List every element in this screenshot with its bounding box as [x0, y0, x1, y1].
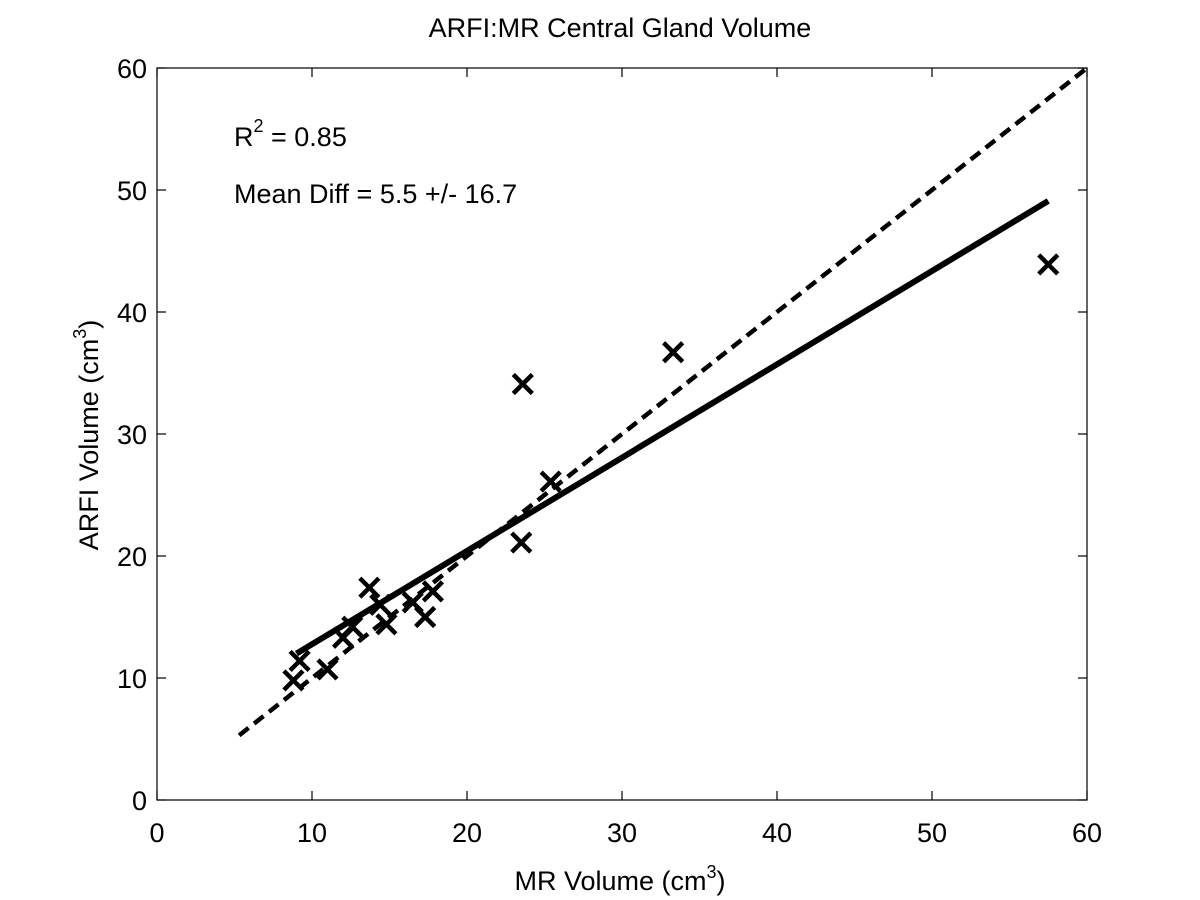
data-point-stroke — [401, 591, 424, 614]
r-squared-annotation: R2 = 0.85 — [234, 116, 347, 152]
y-tick-label: 50 — [117, 176, 147, 206]
x-axis-label-main: MR Volume (cm — [514, 866, 706, 896]
data-point-stroke — [358, 576, 381, 599]
x-tick-label: 10 — [297, 818, 327, 848]
data-point — [369, 593, 392, 616]
data-point-stroke — [316, 658, 339, 681]
r-squared-main: R — [234, 122, 254, 152]
data-point — [1037, 253, 1060, 276]
data-point-stroke — [511, 372, 534, 396]
data-point-stroke — [662, 341, 685, 364]
regression-line — [294, 198, 1050, 657]
data-point — [421, 580, 444, 603]
data-point — [358, 576, 381, 599]
x-tick-label: 60 — [1072, 818, 1102, 848]
y-axis-label-sup: 3 — [70, 329, 90, 339]
data-point-stroke — [539, 470, 562, 493]
data-point — [662, 341, 685, 364]
data-point-stroke — [414, 605, 437, 629]
data-point — [288, 649, 311, 673]
y-axis-label: ARFI Volume (cm3) — [70, 320, 104, 551]
data-point-stroke — [369, 593, 392, 616]
x-tick-label: 40 — [762, 818, 792, 848]
data-point-stroke — [282, 669, 305, 692]
x-axis-label-sup: 3 — [707, 862, 717, 882]
r-squared-value: = 0.85 — [264, 122, 347, 152]
y-tick-label: 20 — [117, 542, 147, 572]
y-tick-label: 30 — [117, 420, 147, 450]
x-tick-label: 30 — [607, 818, 637, 848]
chart-title: ARFI:MR Central Gland Volume — [429, 13, 812, 43]
data-point-stroke — [1037, 253, 1060, 276]
y-tick-label: 10 — [117, 664, 147, 694]
data-point-stroke — [421, 580, 444, 603]
data-point-stroke — [341, 615, 364, 638]
data-point — [414, 605, 437, 629]
y-axis-label-suffix: ) — [74, 320, 104, 329]
data-point-stroke — [288, 649, 311, 673]
y-axis-label-main: ARFI Volume (cm — [74, 339, 104, 551]
data-point — [510, 531, 533, 554]
x-tick-label: 50 — [917, 818, 947, 848]
data-point — [282, 669, 305, 692]
identity-line — [237, 66, 1089, 738]
y-tick-label: 0 — [132, 786, 147, 816]
r-squared-sup: 2 — [254, 116, 264, 136]
data-point-stroke — [375, 613, 398, 636]
y-tick-label: 60 — [117, 54, 147, 84]
mean-diff-annotation: Mean Diff = 5.5 +/- 16.7 — [234, 179, 517, 209]
x-axis-label: MR Volume (cm3) — [514, 862, 725, 896]
data-point — [341, 615, 364, 638]
x-tick-label: 0 — [149, 818, 164, 848]
data-point — [316, 658, 339, 681]
data-point — [539, 470, 562, 493]
y-axis: 0 10 20 30 40 50 60 — [117, 54, 1087, 816]
x-axis-label-suffix: ) — [717, 866, 726, 896]
data-point — [375, 613, 398, 636]
x-tick-label: 20 — [452, 818, 482, 848]
y-tick-label: 40 — [117, 298, 147, 328]
plot-area — [156, 66, 1089, 801]
x-axis: 0 10 20 30 40 50 60 — [149, 68, 1102, 848]
data-point — [511, 372, 534, 396]
data-point-stroke — [510, 531, 533, 554]
